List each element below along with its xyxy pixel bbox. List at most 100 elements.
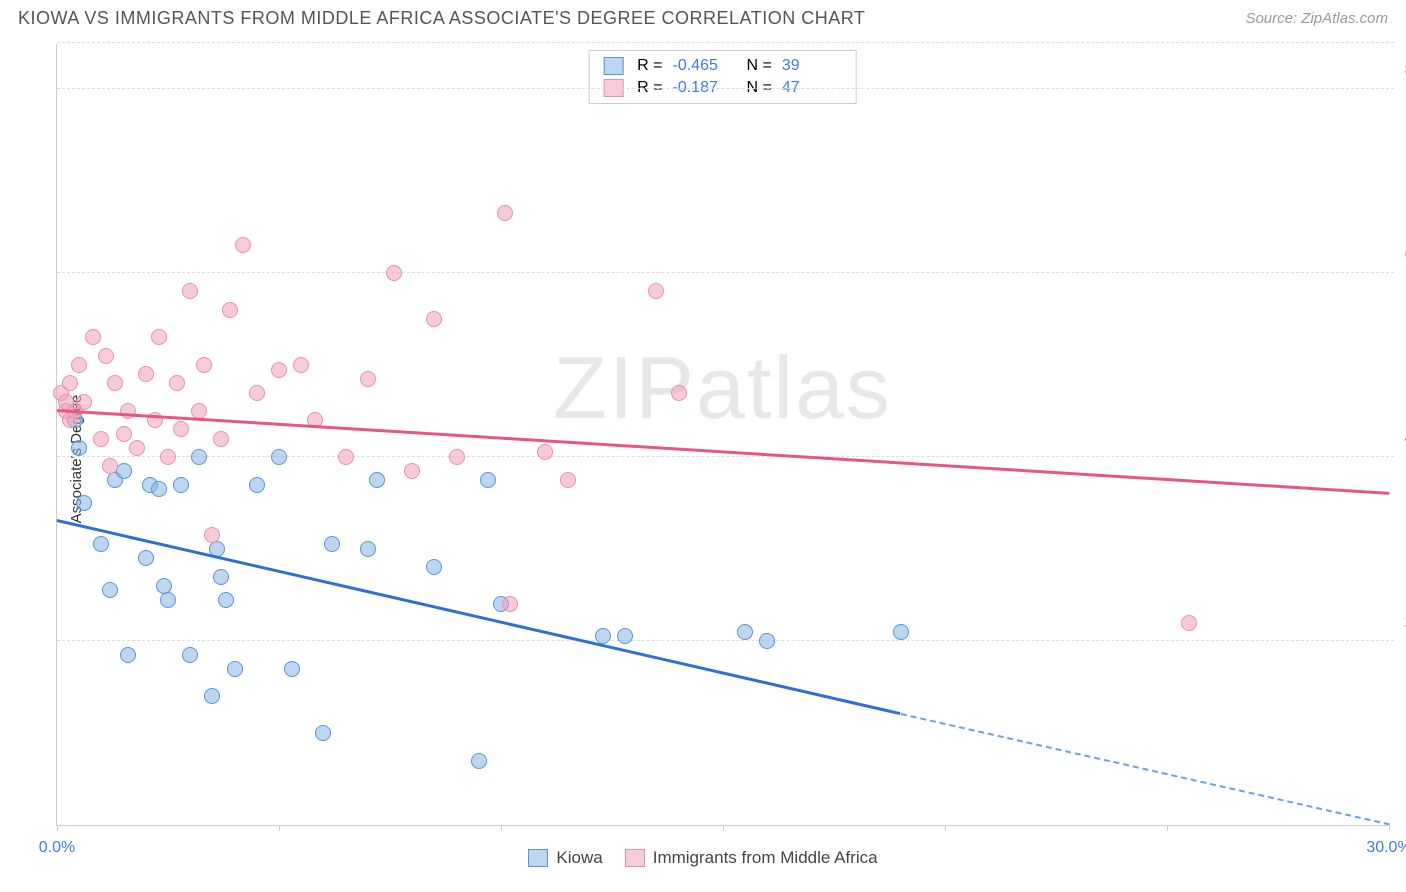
data-point xyxy=(173,477,189,493)
data-point xyxy=(138,366,154,382)
watermark: ZIPatlas xyxy=(553,337,892,439)
data-point xyxy=(160,449,176,465)
data-point xyxy=(293,357,309,373)
data-point xyxy=(737,624,753,640)
data-point xyxy=(893,624,909,640)
data-point xyxy=(71,440,87,456)
data-point xyxy=(71,357,87,373)
data-point xyxy=(386,265,402,281)
gridline xyxy=(57,42,1394,43)
x-tick xyxy=(1167,825,1168,831)
data-point xyxy=(182,283,198,299)
data-point xyxy=(249,477,265,493)
data-point xyxy=(182,647,198,663)
data-point xyxy=(404,463,420,479)
data-point xyxy=(196,357,212,373)
data-point xyxy=(160,592,176,608)
legend-label: Immigrants from Middle Africa xyxy=(653,848,878,868)
legend-swatch xyxy=(625,849,645,867)
x-tick xyxy=(945,825,946,831)
data-point xyxy=(76,495,92,511)
data-point xyxy=(502,596,518,612)
data-point xyxy=(449,449,465,465)
legend-item: Immigrants from Middle Africa xyxy=(625,848,878,868)
legend-swatch xyxy=(528,849,548,867)
data-point xyxy=(93,536,109,552)
x-tick xyxy=(723,825,724,831)
legend-label: Kiowa xyxy=(556,848,602,868)
data-point xyxy=(151,329,167,345)
data-point xyxy=(173,421,189,437)
legend-item: Kiowa xyxy=(528,848,602,868)
data-point xyxy=(129,440,145,456)
data-point xyxy=(102,458,118,474)
data-point xyxy=(271,449,287,465)
data-point xyxy=(93,431,109,447)
stats-row: R = -0.465 N = 39 xyxy=(603,55,842,77)
stat-r-label: R = xyxy=(637,57,662,75)
data-point xyxy=(235,237,251,253)
stat-n-value: 39 xyxy=(782,57,842,75)
data-point xyxy=(107,375,123,391)
data-point xyxy=(169,375,185,391)
gridline xyxy=(57,456,1394,457)
stats-box: R =-0.465N =39R =-0.187N =47 xyxy=(588,50,857,104)
trend-line xyxy=(900,713,1389,825)
legend-swatch xyxy=(603,57,623,75)
data-point xyxy=(85,329,101,345)
data-point xyxy=(218,592,234,608)
x-tick xyxy=(57,825,58,831)
data-point xyxy=(480,472,496,488)
plot-area: ZIPatlas R =-0.465N =39R =-0.187N =47 20… xyxy=(56,44,1388,826)
data-point xyxy=(560,472,576,488)
data-point xyxy=(249,385,265,401)
data-point xyxy=(671,385,687,401)
data-point xyxy=(120,403,136,419)
chart-title: KIOWA VS IMMIGRANTS FROM MIDDLE AFRICA A… xyxy=(18,8,865,29)
data-point xyxy=(497,205,513,221)
gridline xyxy=(57,88,1394,89)
data-point xyxy=(62,375,78,391)
data-point xyxy=(369,472,385,488)
data-point xyxy=(116,426,132,442)
chart-container: Associate's Degree ZIPatlas R =-0.465N =… xyxy=(18,44,1388,874)
x-tick xyxy=(279,825,280,831)
data-point xyxy=(426,311,442,327)
data-point xyxy=(648,283,664,299)
legend: Kiowa Immigrants from Middle Africa xyxy=(18,848,1388,868)
data-point xyxy=(617,628,633,644)
data-point xyxy=(537,444,553,460)
data-point xyxy=(1181,615,1197,631)
data-point xyxy=(98,348,114,364)
data-point xyxy=(204,688,220,704)
data-point xyxy=(426,559,442,575)
data-point xyxy=(213,569,229,585)
data-point xyxy=(138,550,154,566)
data-point xyxy=(360,541,376,557)
data-point xyxy=(102,582,118,598)
data-point xyxy=(120,647,136,663)
source-label: Source: ZipAtlas.com xyxy=(1245,10,1388,27)
data-point xyxy=(151,481,167,497)
data-point xyxy=(222,302,238,318)
data-point xyxy=(271,362,287,378)
data-point xyxy=(76,394,92,410)
data-point xyxy=(204,527,220,543)
stat-n-label: N = xyxy=(747,57,772,75)
data-point xyxy=(338,449,354,465)
gridline xyxy=(57,640,1394,641)
data-point xyxy=(284,661,300,677)
trend-line xyxy=(57,519,901,715)
x-tick xyxy=(501,825,502,831)
x-tick xyxy=(1389,825,1390,831)
data-point xyxy=(471,753,487,769)
data-point xyxy=(360,371,376,387)
data-point xyxy=(227,661,243,677)
data-point xyxy=(213,431,229,447)
data-point xyxy=(759,633,775,649)
data-point xyxy=(191,449,207,465)
stat-r-value: -0.465 xyxy=(673,57,733,75)
gridline xyxy=(57,272,1394,273)
data-point xyxy=(315,725,331,741)
data-point xyxy=(324,536,340,552)
